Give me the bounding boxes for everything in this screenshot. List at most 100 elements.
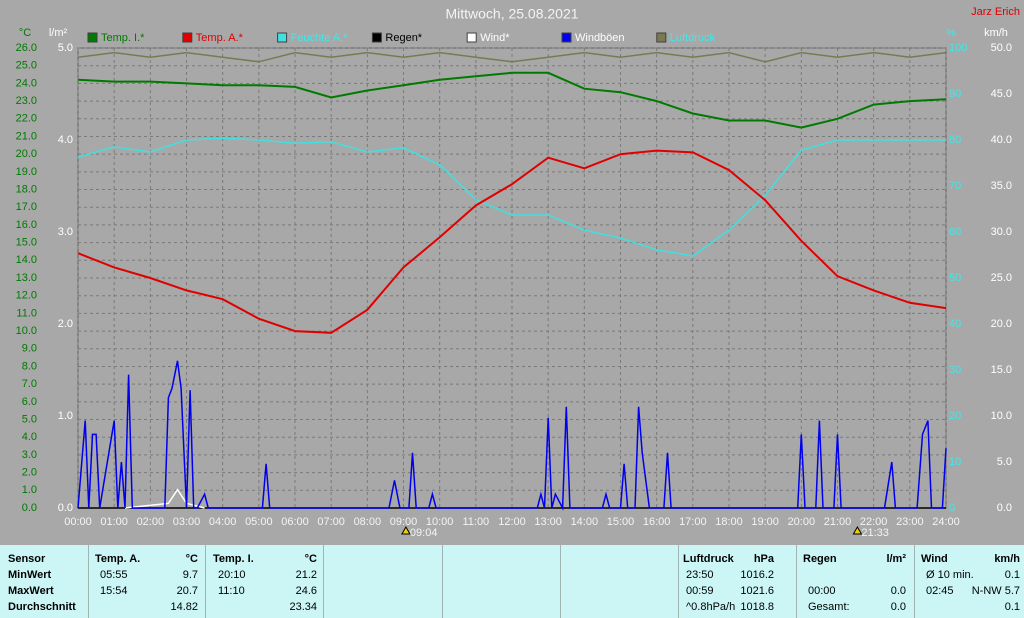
x-tick-label: 17:00: [679, 516, 707, 528]
legend-label: Luftdruck: [670, 32, 716, 44]
table-cell: Temp. I.: [213, 553, 254, 565]
column-separator: [560, 545, 561, 618]
y-tick-label: 18.0: [16, 183, 37, 195]
y-tick-label: 20: [949, 410, 961, 422]
y-tick-label: 9.0: [22, 343, 37, 355]
column-separator: [205, 545, 206, 618]
y-tick-label: 7.0: [22, 378, 37, 390]
summary-table: Sensor Temp. A. °C Temp. I. °C Luftdruck hPa Re…: [0, 545, 1024, 618]
y-tick-label: 50: [949, 272, 961, 284]
y-tick-label: 30: [949, 364, 961, 376]
x-tick-label: 24:00: [932, 516, 960, 528]
y-tick-label: 14.0: [16, 254, 37, 266]
y-tick-label: 0.0: [58, 502, 73, 514]
y-tick-label: 2.0: [58, 318, 73, 330]
legend-label: Wind*: [480, 32, 510, 44]
table-cell: 11:10: [218, 585, 245, 597]
table-cell: Durchschnitt: [8, 601, 76, 613]
y-tick-label: 60: [949, 226, 961, 238]
y-tick-label: 19.0: [16, 166, 37, 178]
series-line: [77, 137, 946, 257]
x-tick-label: 00:00: [64, 516, 92, 528]
column-separator: [796, 545, 797, 618]
y-tick-label: 4.0: [22, 431, 37, 443]
x-tick-label: 01:00: [100, 516, 128, 528]
y-tick-label: 1.0: [58, 410, 73, 422]
series-line: [77, 51, 947, 63]
legend-label: Regen*: [385, 32, 422, 44]
chart: Mittwoch, 25.08.2021 Jarz Erich °C l/m² …: [15, 5, 1020, 539]
column-separator: [442, 545, 443, 618]
series-line: [77, 149, 947, 334]
y-tick-label: 90: [949, 88, 961, 100]
table-cell: km/h: [994, 553, 1020, 565]
table-cell: Ø 10 min.: [926, 569, 974, 581]
legend-swatch: [371, 32, 382, 43]
y-tick-label: 13.0: [16, 272, 37, 284]
table-cell: Luftdruck: [683, 553, 734, 565]
table-cell: °C: [304, 553, 317, 565]
table-cell: °C: [185, 553, 198, 565]
table-cell: 02:45: [926, 585, 954, 597]
table-cell: 0.0: [890, 601, 906, 613]
y-tick-label: 45.0: [991, 88, 1012, 100]
x-tick-label: 16:00: [643, 516, 671, 528]
y-tick-label: 0.0: [22, 502, 37, 514]
humidity-axis-unit: %: [946, 27, 956, 39]
legend-swatch: [87, 32, 98, 43]
y-tick-label: 3.0: [22, 449, 37, 461]
table-cell: 00:00: [808, 585, 836, 597]
y-tick-label: 2.0: [22, 467, 37, 479]
table-cell: MinWert: [8, 569, 52, 581]
y-tick-label: 17.0: [16, 201, 37, 213]
y-tick-label: 21.0: [16, 130, 37, 142]
y-tick-label: 5.0: [22, 413, 37, 425]
legend-label: Temp. I.*: [101, 32, 145, 44]
y-tick-label: 0: [949, 502, 955, 514]
chart-title: Mittwoch, 25.08.2021: [445, 6, 578, 22]
x-tick-label: 21:00: [824, 516, 852, 528]
y-tick-label: 20.0: [16, 148, 37, 160]
table-cell: 15:54: [100, 585, 128, 597]
table-cell: 20.7: [176, 585, 198, 597]
table-cell: 1018.8: [740, 601, 774, 613]
x-tick-label: 19:00: [751, 516, 779, 528]
table-cell: Regen: [803, 553, 837, 565]
y-tick-label: 20.0: [991, 318, 1012, 330]
table-cell: MaxWert: [8, 585, 54, 597]
series-line: [124, 488, 205, 509]
y-axis-unit: °C: [19, 27, 31, 39]
y-tick-label: 25.0: [16, 60, 37, 72]
x-tick-label: 12:00: [498, 516, 526, 528]
y-tick-label: 23.0: [16, 95, 37, 107]
x-tick-label: 15:00: [607, 516, 635, 528]
y-tick-label: 11.0: [16, 307, 37, 319]
y-tick-label: 100: [949, 42, 967, 54]
y-tick-label: 16.0: [16, 219, 37, 231]
table-cell: Wind: [921, 553, 948, 565]
sun-marker: [852, 525, 863, 535]
legend-swatch: [182, 32, 193, 43]
y-tick-label: 30.0: [991, 226, 1012, 238]
table-cell: Gesamt:: [808, 601, 850, 613]
table-cell: Temp. A.: [95, 553, 141, 565]
column-separator: [88, 545, 89, 618]
y-tick-label: 50.0: [991, 42, 1012, 54]
y-tick-label: 10: [949, 456, 961, 468]
x-tick-label: 14:00: [571, 516, 599, 528]
legend-label: Windböen: [575, 32, 625, 44]
table-cell: hPa: [753, 553, 774, 565]
y-tick-label: 70: [949, 180, 961, 192]
table-cell: 21.2: [295, 569, 317, 581]
sun-marker: [401, 525, 411, 535]
table-cell: 00:59: [686, 585, 714, 597]
rain-axis-unit: l/m²: [49, 27, 68, 39]
y-tick-label: 10.0: [16, 325, 37, 337]
legend-swatch: [277, 32, 288, 43]
table-cell: 24.6: [295, 585, 317, 597]
table-cell: 20:10: [218, 569, 246, 581]
table-cell: 0.1: [1004, 601, 1020, 613]
x-tick-label: 08:00: [354, 516, 382, 528]
y-tick-label: 1.0: [22, 484, 37, 496]
